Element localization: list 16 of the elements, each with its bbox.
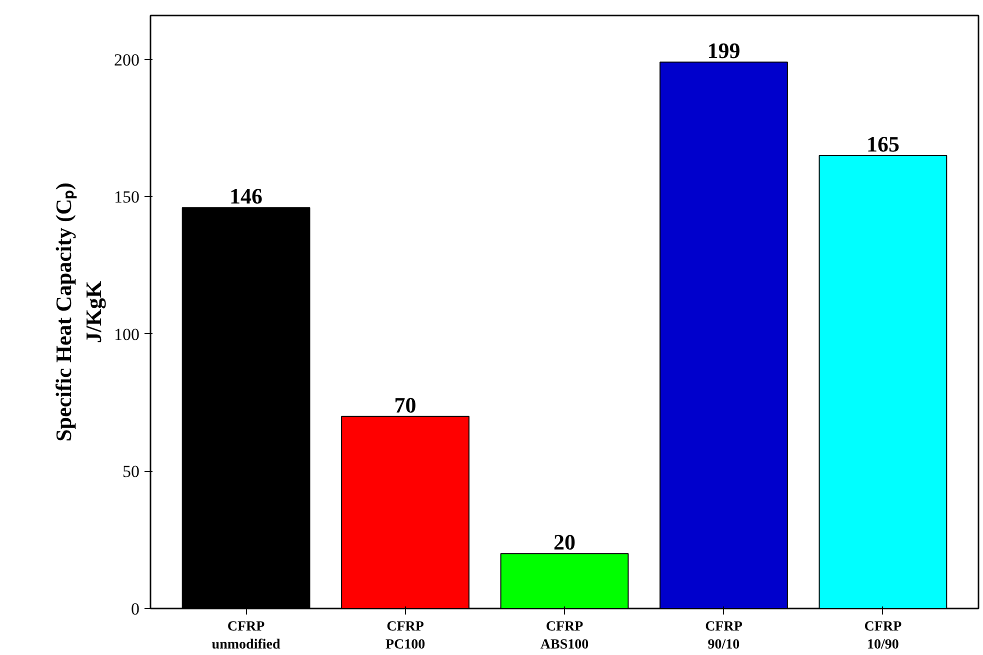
x-tick-label: CFRP 10/90	[864, 620, 902, 652]
y-axis-title: Specific Heat Capacity (Cₚ) J/KgK	[51, 182, 106, 442]
y-tick-label: 0	[131, 600, 140, 618]
x-tick-label: CFRP PC100	[385, 620, 426, 652]
y-tick-label: 50	[122, 462, 140, 482]
y-tick-label: 100	[114, 324, 140, 344]
x-tick-label: CFRP ABS100	[540, 620, 589, 652]
data-label: 199	[707, 38, 740, 64]
data-label: 146	[230, 184, 263, 209]
y-tick-label: 150	[114, 188, 140, 207]
data-label: 20	[554, 530, 576, 555]
x-tick-label: CFRP unmodified	[212, 620, 280, 652]
data-label: 165	[866, 132, 900, 157]
x-tick-label: CFRP 90/10	[705, 620, 743, 652]
y-tick-label: 200	[114, 50, 140, 70]
data-label: 70	[394, 392, 416, 418]
